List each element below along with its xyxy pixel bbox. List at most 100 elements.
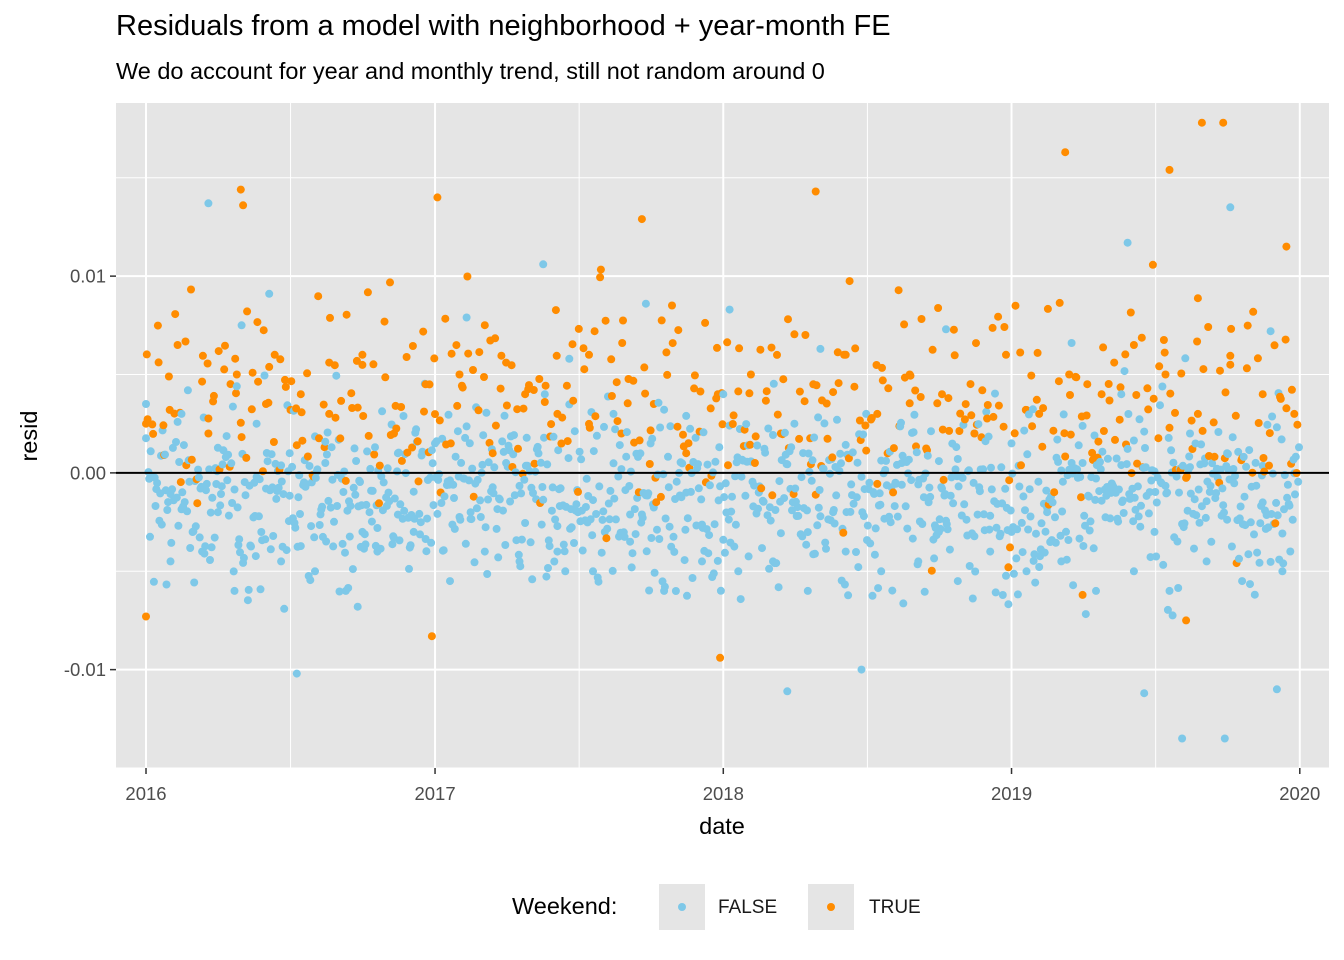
point-true bbox=[1149, 394, 1158, 403]
point-true bbox=[341, 476, 350, 485]
point-false bbox=[520, 475, 529, 484]
point-true bbox=[1265, 429, 1274, 438]
point-true bbox=[1078, 590, 1087, 599]
point-false bbox=[285, 449, 294, 458]
point-true bbox=[281, 375, 289, 384]
point-false bbox=[538, 483, 547, 491]
point-false bbox=[344, 584, 353, 592]
point-false bbox=[710, 520, 719, 529]
point-false bbox=[1018, 548, 1027, 557]
point-false bbox=[279, 490, 288, 499]
point-true bbox=[380, 317, 389, 326]
point-false bbox=[979, 465, 988, 474]
point-true bbox=[248, 368, 257, 377]
point-false bbox=[1013, 590, 1022, 599]
x-tick-label: 2018 bbox=[703, 783, 744, 804]
point-false bbox=[987, 485, 996, 494]
point-false bbox=[620, 532, 629, 541]
point-false bbox=[534, 449, 543, 458]
point-false bbox=[1201, 513, 1210, 522]
point-true bbox=[552, 351, 561, 360]
point-false bbox=[313, 465, 322, 474]
point-false bbox=[243, 596, 252, 605]
point-true bbox=[446, 439, 455, 448]
point-true bbox=[1193, 337, 1202, 346]
point-true bbox=[823, 434, 832, 443]
point-false bbox=[737, 472, 746, 481]
point-true bbox=[568, 340, 577, 349]
point-true bbox=[143, 415, 152, 424]
point-false bbox=[173, 417, 182, 426]
point-false bbox=[925, 483, 934, 492]
point-true bbox=[645, 460, 654, 468]
point-false bbox=[272, 494, 281, 503]
point-false bbox=[352, 457, 361, 465]
point-false bbox=[1152, 552, 1161, 561]
point-true bbox=[336, 434, 345, 443]
point-true bbox=[231, 354, 240, 363]
point-true bbox=[905, 399, 914, 408]
point-false bbox=[223, 476, 232, 485]
point-false bbox=[686, 424, 695, 433]
point-false bbox=[230, 586, 239, 595]
point-false bbox=[1114, 485, 1123, 494]
point-false bbox=[1228, 433, 1237, 442]
point-true bbox=[1002, 350, 1010, 359]
point-false bbox=[1133, 482, 1142, 491]
point-true bbox=[911, 386, 920, 395]
point-true bbox=[258, 467, 267, 476]
point-true bbox=[884, 384, 893, 393]
point-false bbox=[322, 450, 331, 459]
point-false bbox=[533, 442, 542, 451]
point-false bbox=[1006, 506, 1015, 515]
point-false bbox=[233, 503, 242, 512]
point-false bbox=[578, 546, 587, 555]
y-axis-ticks: -0.01 0.00 0.01 bbox=[64, 266, 116, 680]
point-false bbox=[930, 554, 939, 563]
point-false bbox=[348, 565, 357, 574]
point-false bbox=[962, 515, 971, 524]
point-false bbox=[625, 482, 634, 490]
point-false bbox=[575, 447, 584, 456]
point-false bbox=[631, 530, 640, 539]
point-false bbox=[543, 460, 552, 469]
point-true bbox=[773, 410, 782, 419]
point-true bbox=[525, 381, 533, 390]
point-true bbox=[193, 499, 202, 508]
point-false bbox=[384, 488, 393, 497]
point-false bbox=[560, 547, 569, 556]
point-false bbox=[1229, 465, 1238, 473]
point-true bbox=[236, 418, 245, 427]
x-axis-label: date bbox=[699, 813, 745, 839]
point-false bbox=[638, 513, 647, 522]
point-true bbox=[226, 380, 235, 389]
point-false bbox=[960, 500, 969, 509]
point-true bbox=[956, 409, 965, 418]
point-false bbox=[1273, 511, 1282, 520]
point-false bbox=[296, 510, 304, 518]
point-true bbox=[1077, 493, 1085, 502]
point-true bbox=[596, 265, 605, 274]
point-true bbox=[1182, 472, 1191, 481]
point-true bbox=[209, 391, 218, 400]
point-true bbox=[1016, 348, 1025, 357]
point-false bbox=[1218, 484, 1227, 493]
point-false bbox=[506, 497, 515, 506]
point-false bbox=[888, 586, 897, 595]
point-false bbox=[807, 476, 816, 485]
point-false bbox=[1019, 492, 1028, 501]
point-false bbox=[561, 567, 570, 576]
point-false bbox=[736, 595, 745, 604]
point-false bbox=[1207, 537, 1216, 546]
point-false bbox=[890, 502, 899, 511]
point-false bbox=[1053, 435, 1062, 444]
point-false bbox=[1025, 485, 1034, 494]
point-false bbox=[725, 305, 734, 314]
point-false bbox=[803, 586, 812, 595]
point-true bbox=[315, 434, 323, 443]
point-true bbox=[757, 484, 766, 493]
legend-key-true bbox=[808, 884, 854, 930]
point-false bbox=[1051, 538, 1060, 547]
point-false bbox=[636, 449, 645, 458]
point-false bbox=[814, 503, 823, 512]
